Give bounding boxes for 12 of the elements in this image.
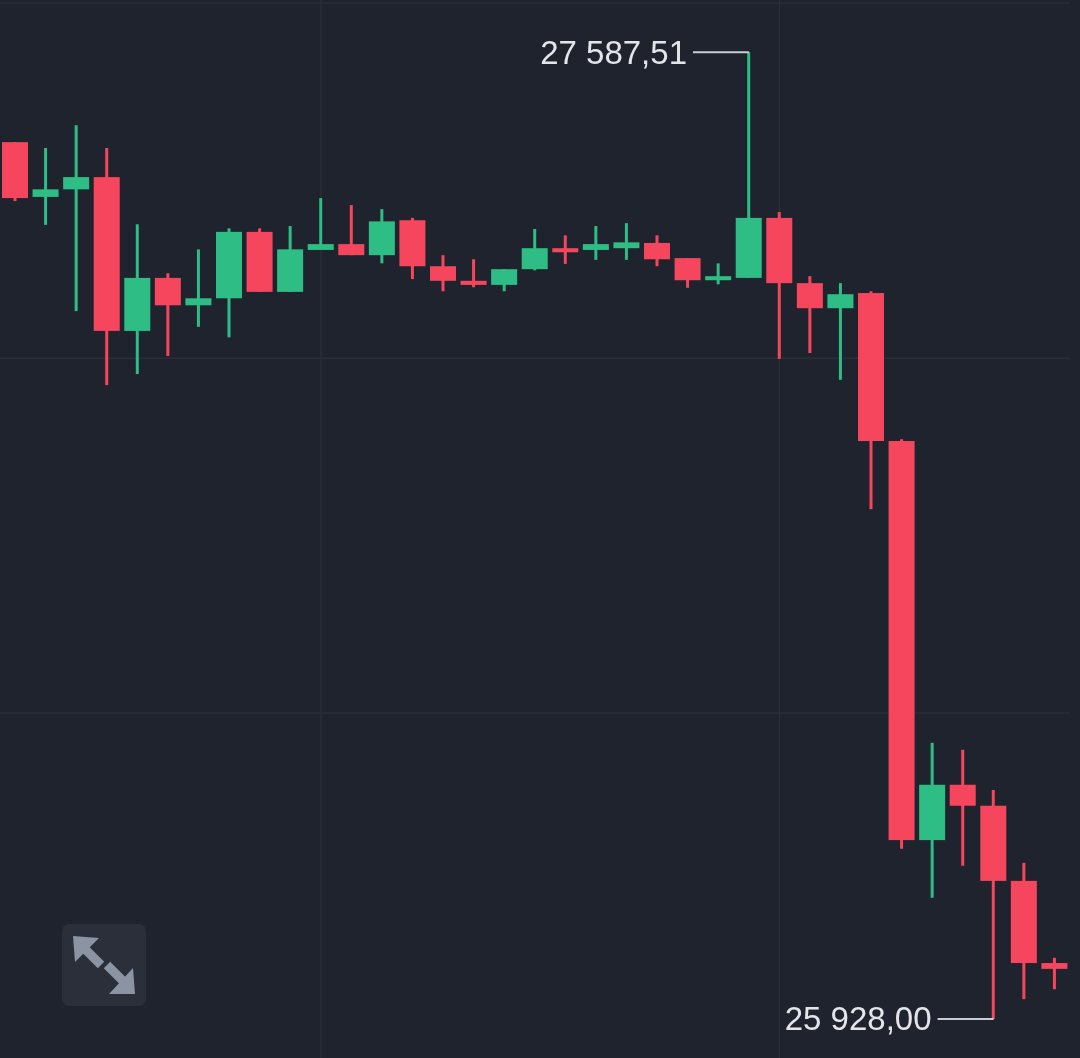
candlestick — [460, 259, 487, 289]
candlestick — [32, 147, 59, 225]
candlestick — [827, 283, 854, 380]
candlestick — [613, 223, 640, 260]
candlestick — [705, 263, 732, 285]
candlestick — [1041, 956, 1068, 990]
candlestick — [552, 235, 579, 264]
annotation: 27 587,51 — [540, 33, 687, 71]
candlestick — [185, 249, 212, 327]
annotation: 25 928,00 — [784, 1000, 932, 1038]
candlestick — [63, 125, 90, 313]
candlestick — [582, 226, 609, 260]
